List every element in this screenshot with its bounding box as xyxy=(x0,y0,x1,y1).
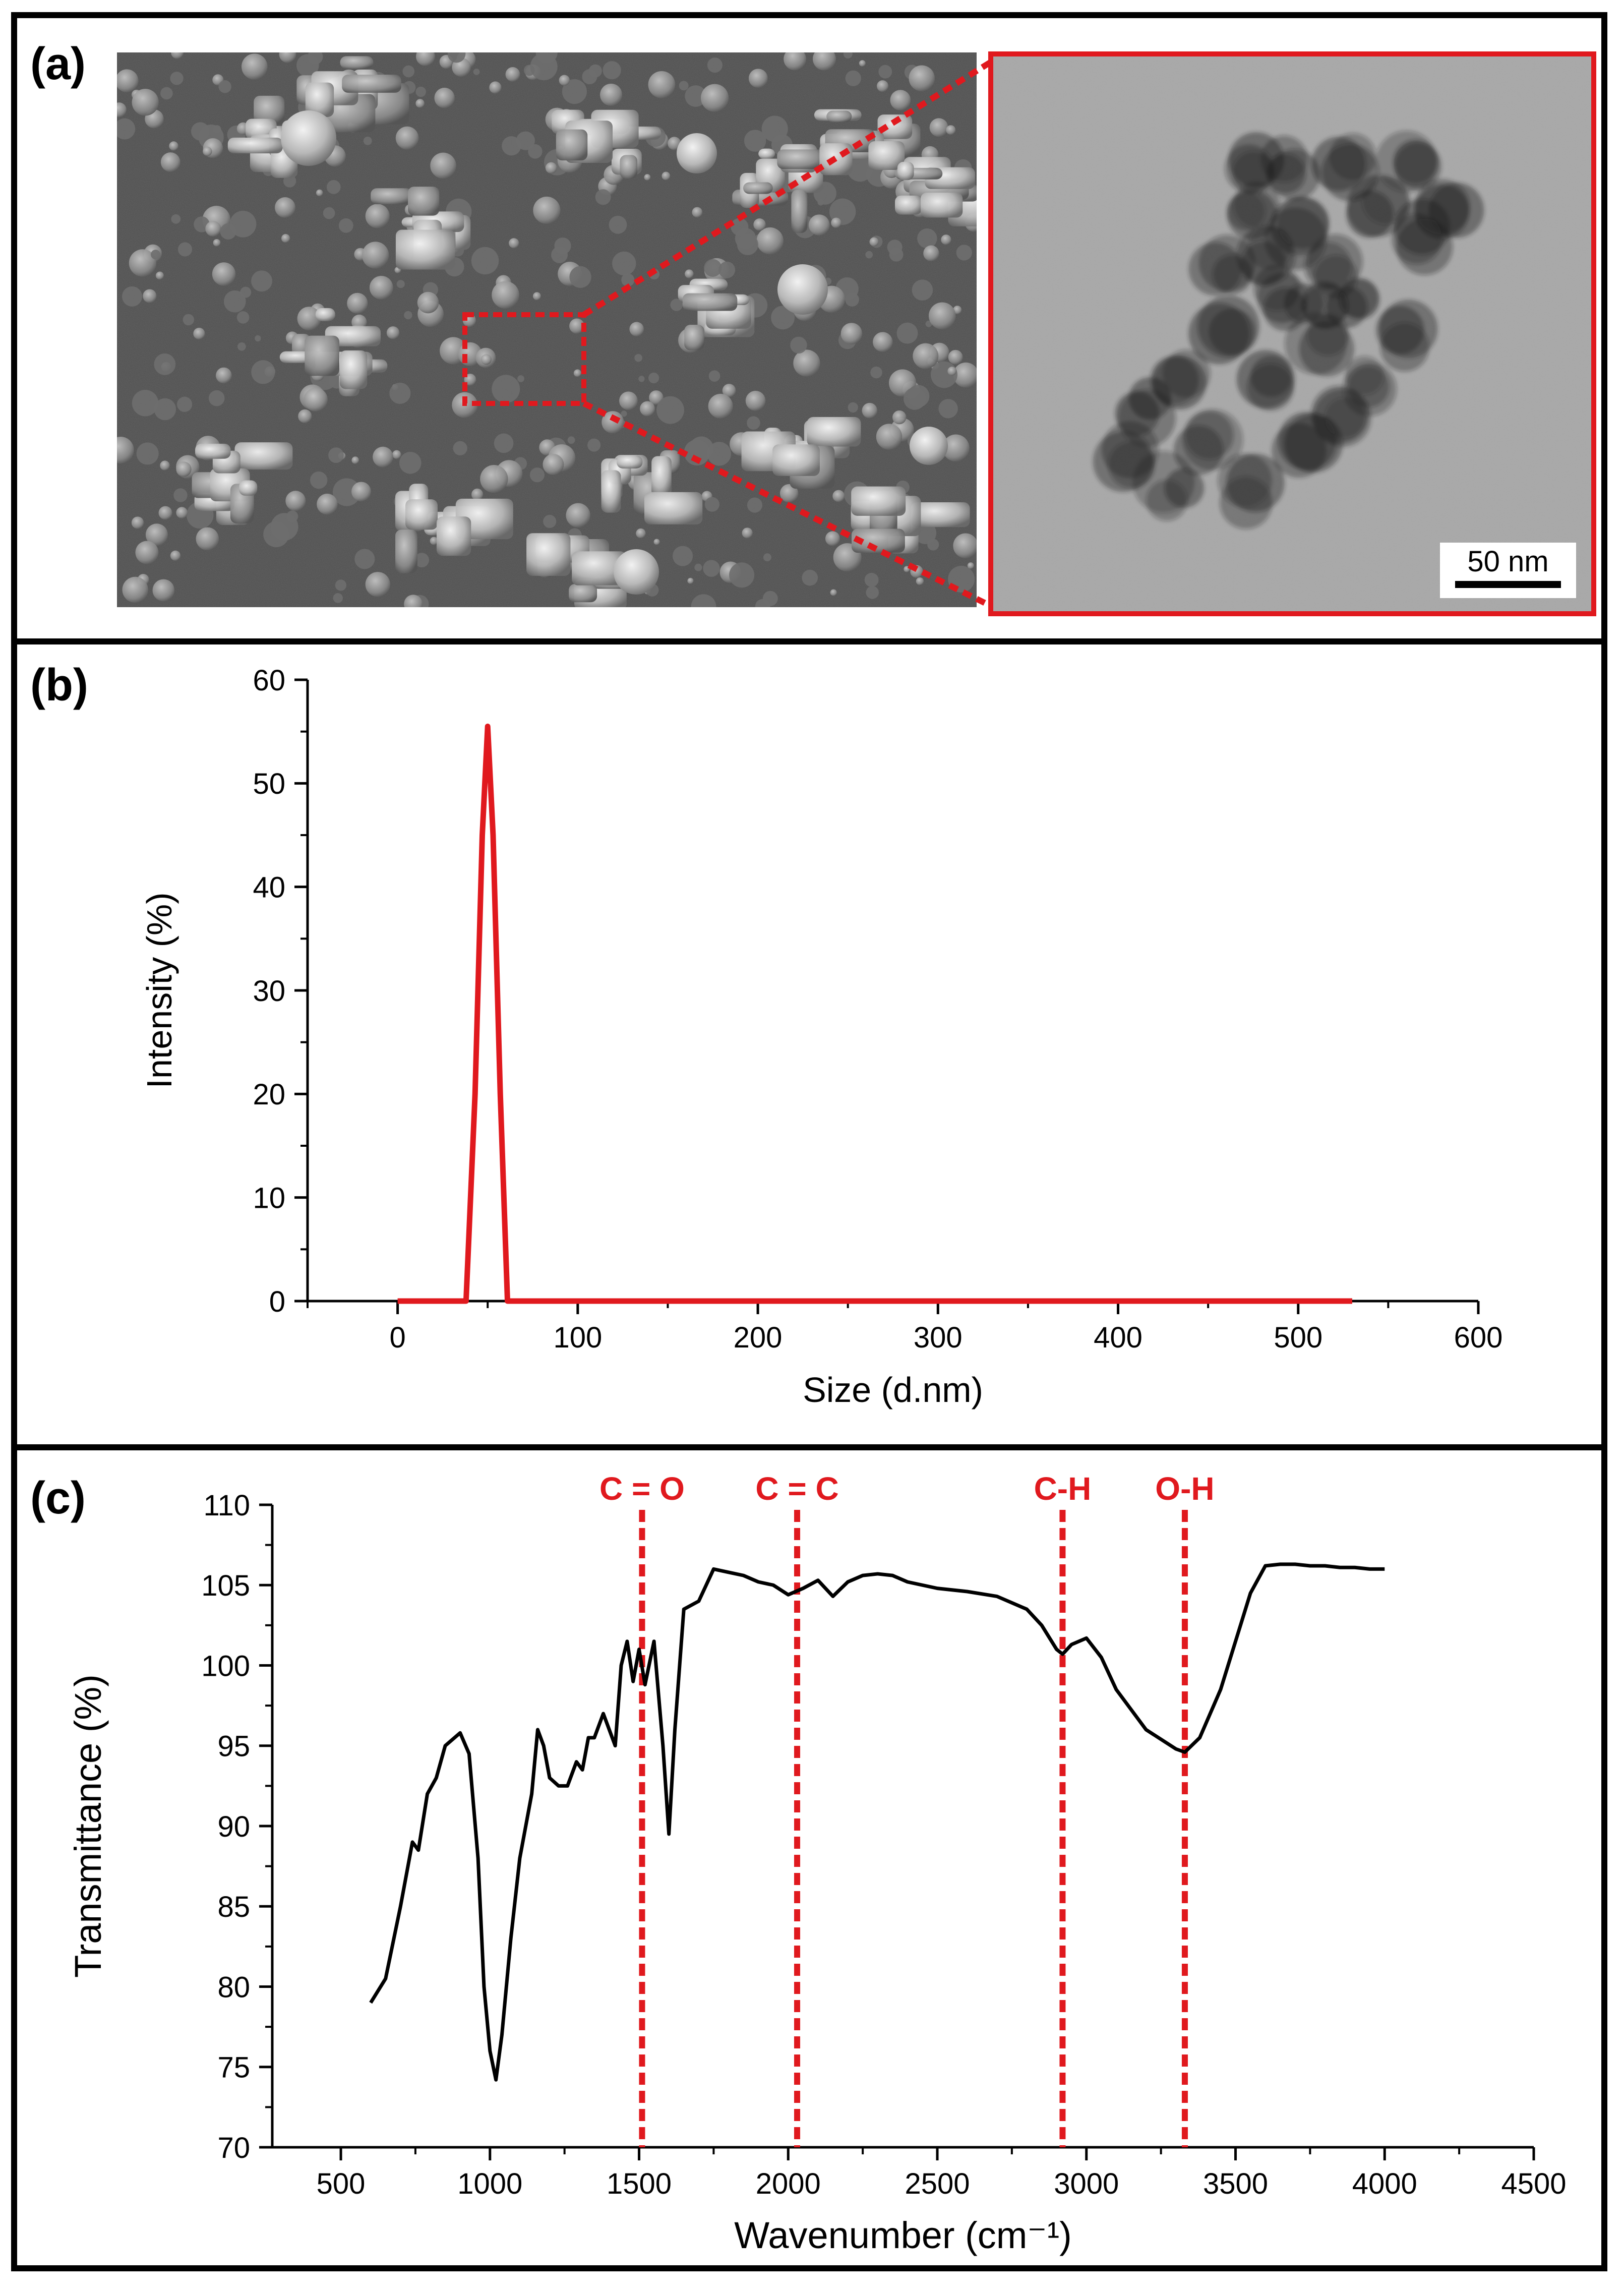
scale-bar-label: 50 nm xyxy=(1467,545,1549,578)
x-tick-label: 1500 xyxy=(607,2167,672,2200)
x-tick-label: 100 xyxy=(553,1321,602,1354)
x-tick-label: 3000 xyxy=(1054,2167,1119,2200)
y-tick-label: 105 xyxy=(201,1569,250,1602)
y-tick-label: 100 xyxy=(201,1650,250,1682)
x-tick-label: 500 xyxy=(317,2167,366,2200)
scale-bar-line xyxy=(1455,581,1561,588)
x-tick-label: 400 xyxy=(1094,1321,1142,1354)
x-tick-label: 3500 xyxy=(1203,2167,1268,2200)
y-tick-label: 80 xyxy=(217,1971,250,2004)
y-tick-label: 20 xyxy=(253,1078,285,1111)
dls-chart: 0 100 200 300 400 500 600 0 10 20 30 40 50 60 Size (d.… xyxy=(140,664,1502,1409)
x-tick-label: 2000 xyxy=(756,2167,821,2200)
x-tick-label: 600 xyxy=(1454,1321,1503,1354)
y-tick-label: 95 xyxy=(217,1730,250,1763)
panel-a: (a) xyxy=(11,12,1607,644)
panel-b: (b) 0 100 200 300 400 500 600 0 10 20 30 40 50 60 Size… xyxy=(11,638,1607,1450)
y-tick-label: 110 xyxy=(204,1489,250,1522)
annotation-label: C-H xyxy=(1034,1471,1092,1507)
y-tick-label: 10 xyxy=(253,1182,285,1215)
x-tick-label: 2500 xyxy=(905,2167,970,2200)
sem-zoom-box xyxy=(462,312,586,406)
y-tick-label: 50 xyxy=(253,768,285,800)
x-tick-label: 500 xyxy=(1274,1321,1322,1354)
sem-micrograph xyxy=(117,52,977,607)
panel-label-b: (b) xyxy=(30,660,88,711)
x-tick-label: 4500 xyxy=(1501,2167,1566,2200)
y-tick-label: 90 xyxy=(217,1810,250,1843)
y-tick-label: 40 xyxy=(253,871,285,904)
ftir-chart: 500 1000 1500 2000 2500 3000 3500 4000 4500 70 75 8… xyxy=(67,1471,1567,2256)
y-tick-label: 60 xyxy=(253,664,285,697)
y-tick-label: 30 xyxy=(253,975,285,1008)
x-axis-label: Size (d.nm) xyxy=(803,1370,983,1409)
axes: 0 100 200 300 400 500 600 0 10 20 30 40 50 60 xyxy=(253,664,1502,1354)
scale-bar: 50 nm xyxy=(1440,543,1576,598)
x-tick-label: 300 xyxy=(914,1321,963,1354)
axes: 500 1000 1500 2000 2500 3000 3500 4000 4500 70 75 8… xyxy=(201,1489,1566,2200)
x-tick-label: 4000 xyxy=(1352,2167,1417,2200)
data-series-line xyxy=(369,1562,1385,2082)
y-tick-label: 0 xyxy=(269,1285,285,1318)
annotation-label: O-H xyxy=(1155,1471,1214,1507)
x-tick-label: 1000 xyxy=(457,2167,522,2200)
data-series-line xyxy=(397,723,1352,1304)
panel-label-c: (c) xyxy=(30,1473,86,1523)
tem-nanoparticle-cluster xyxy=(1093,131,1484,529)
tem-micrograph: 50 nm xyxy=(988,51,1596,616)
panel-c: (c) 500 1000 1500 2000 2500 3000 3500 4000 4500 7… xyxy=(11,1444,1607,2271)
annotation-label: C = C xyxy=(755,1471,838,1507)
y-tick-label: 85 xyxy=(217,1891,250,1923)
tem-texture xyxy=(993,56,1591,611)
y-axis-label: Transmittance (%) xyxy=(67,1674,109,1978)
x-tick-label: 200 xyxy=(734,1321,783,1354)
y-tick-label: 75 xyxy=(217,2051,250,2084)
y-tick-label: 70 xyxy=(217,2132,250,2164)
x-axis-label: Wavenumber (cm⁻¹) xyxy=(734,2214,1072,2256)
panel-label-a: (a) xyxy=(30,39,86,89)
x-tick-label: 0 xyxy=(389,1321,405,1354)
y-axis-label: Intensity (%) xyxy=(140,893,179,1089)
annotation-label: C = O xyxy=(599,1471,685,1507)
sem-texture xyxy=(117,52,977,607)
